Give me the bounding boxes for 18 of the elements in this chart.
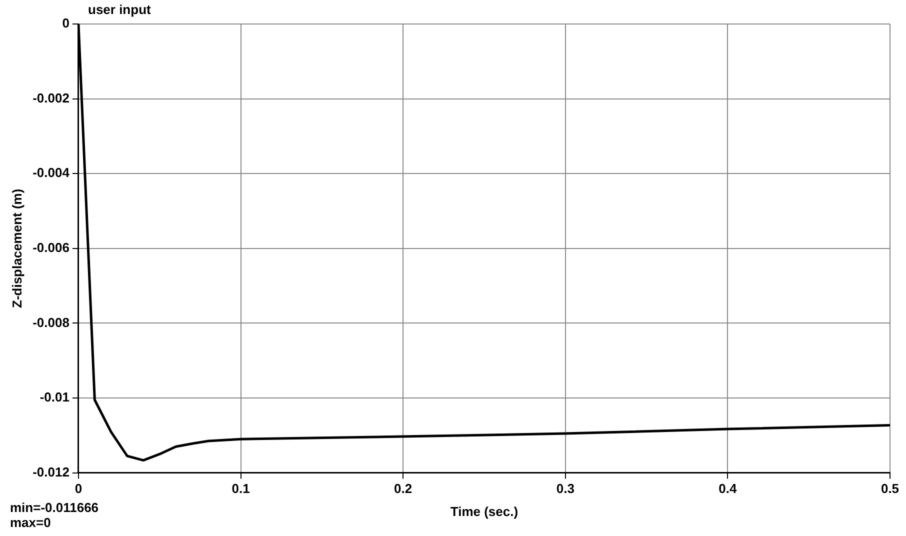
x-tick-label: 0 xyxy=(74,481,82,496)
y-axis-title: Z-displacement (m) xyxy=(9,188,24,308)
x-tick-label: 0.4 xyxy=(718,481,738,496)
y-tick-label: -0.002 xyxy=(32,90,70,106)
x-tick-label: 0.5 xyxy=(880,481,900,496)
chart-title: user input xyxy=(88,2,151,17)
y-tick-label: -0.004 xyxy=(32,165,70,180)
x-tick-label: 0.1 xyxy=(232,481,250,496)
y-tick-label: -0.012 xyxy=(32,464,70,480)
text: min=-0.011666 xyxy=(10,500,99,515)
x-axis-title: Time (sec.) xyxy=(450,504,518,519)
y-tick-label: 0 xyxy=(62,16,70,31)
y-tick-label: -0.01 xyxy=(40,390,70,405)
text: max=0 xyxy=(10,515,52,530)
x-tick-label: 0.3 xyxy=(556,481,574,496)
y-tick-label: -0.006 xyxy=(32,240,70,255)
x-tick-label: 0.2 xyxy=(394,481,412,496)
y-tick-label: -0.008 xyxy=(32,314,70,330)
